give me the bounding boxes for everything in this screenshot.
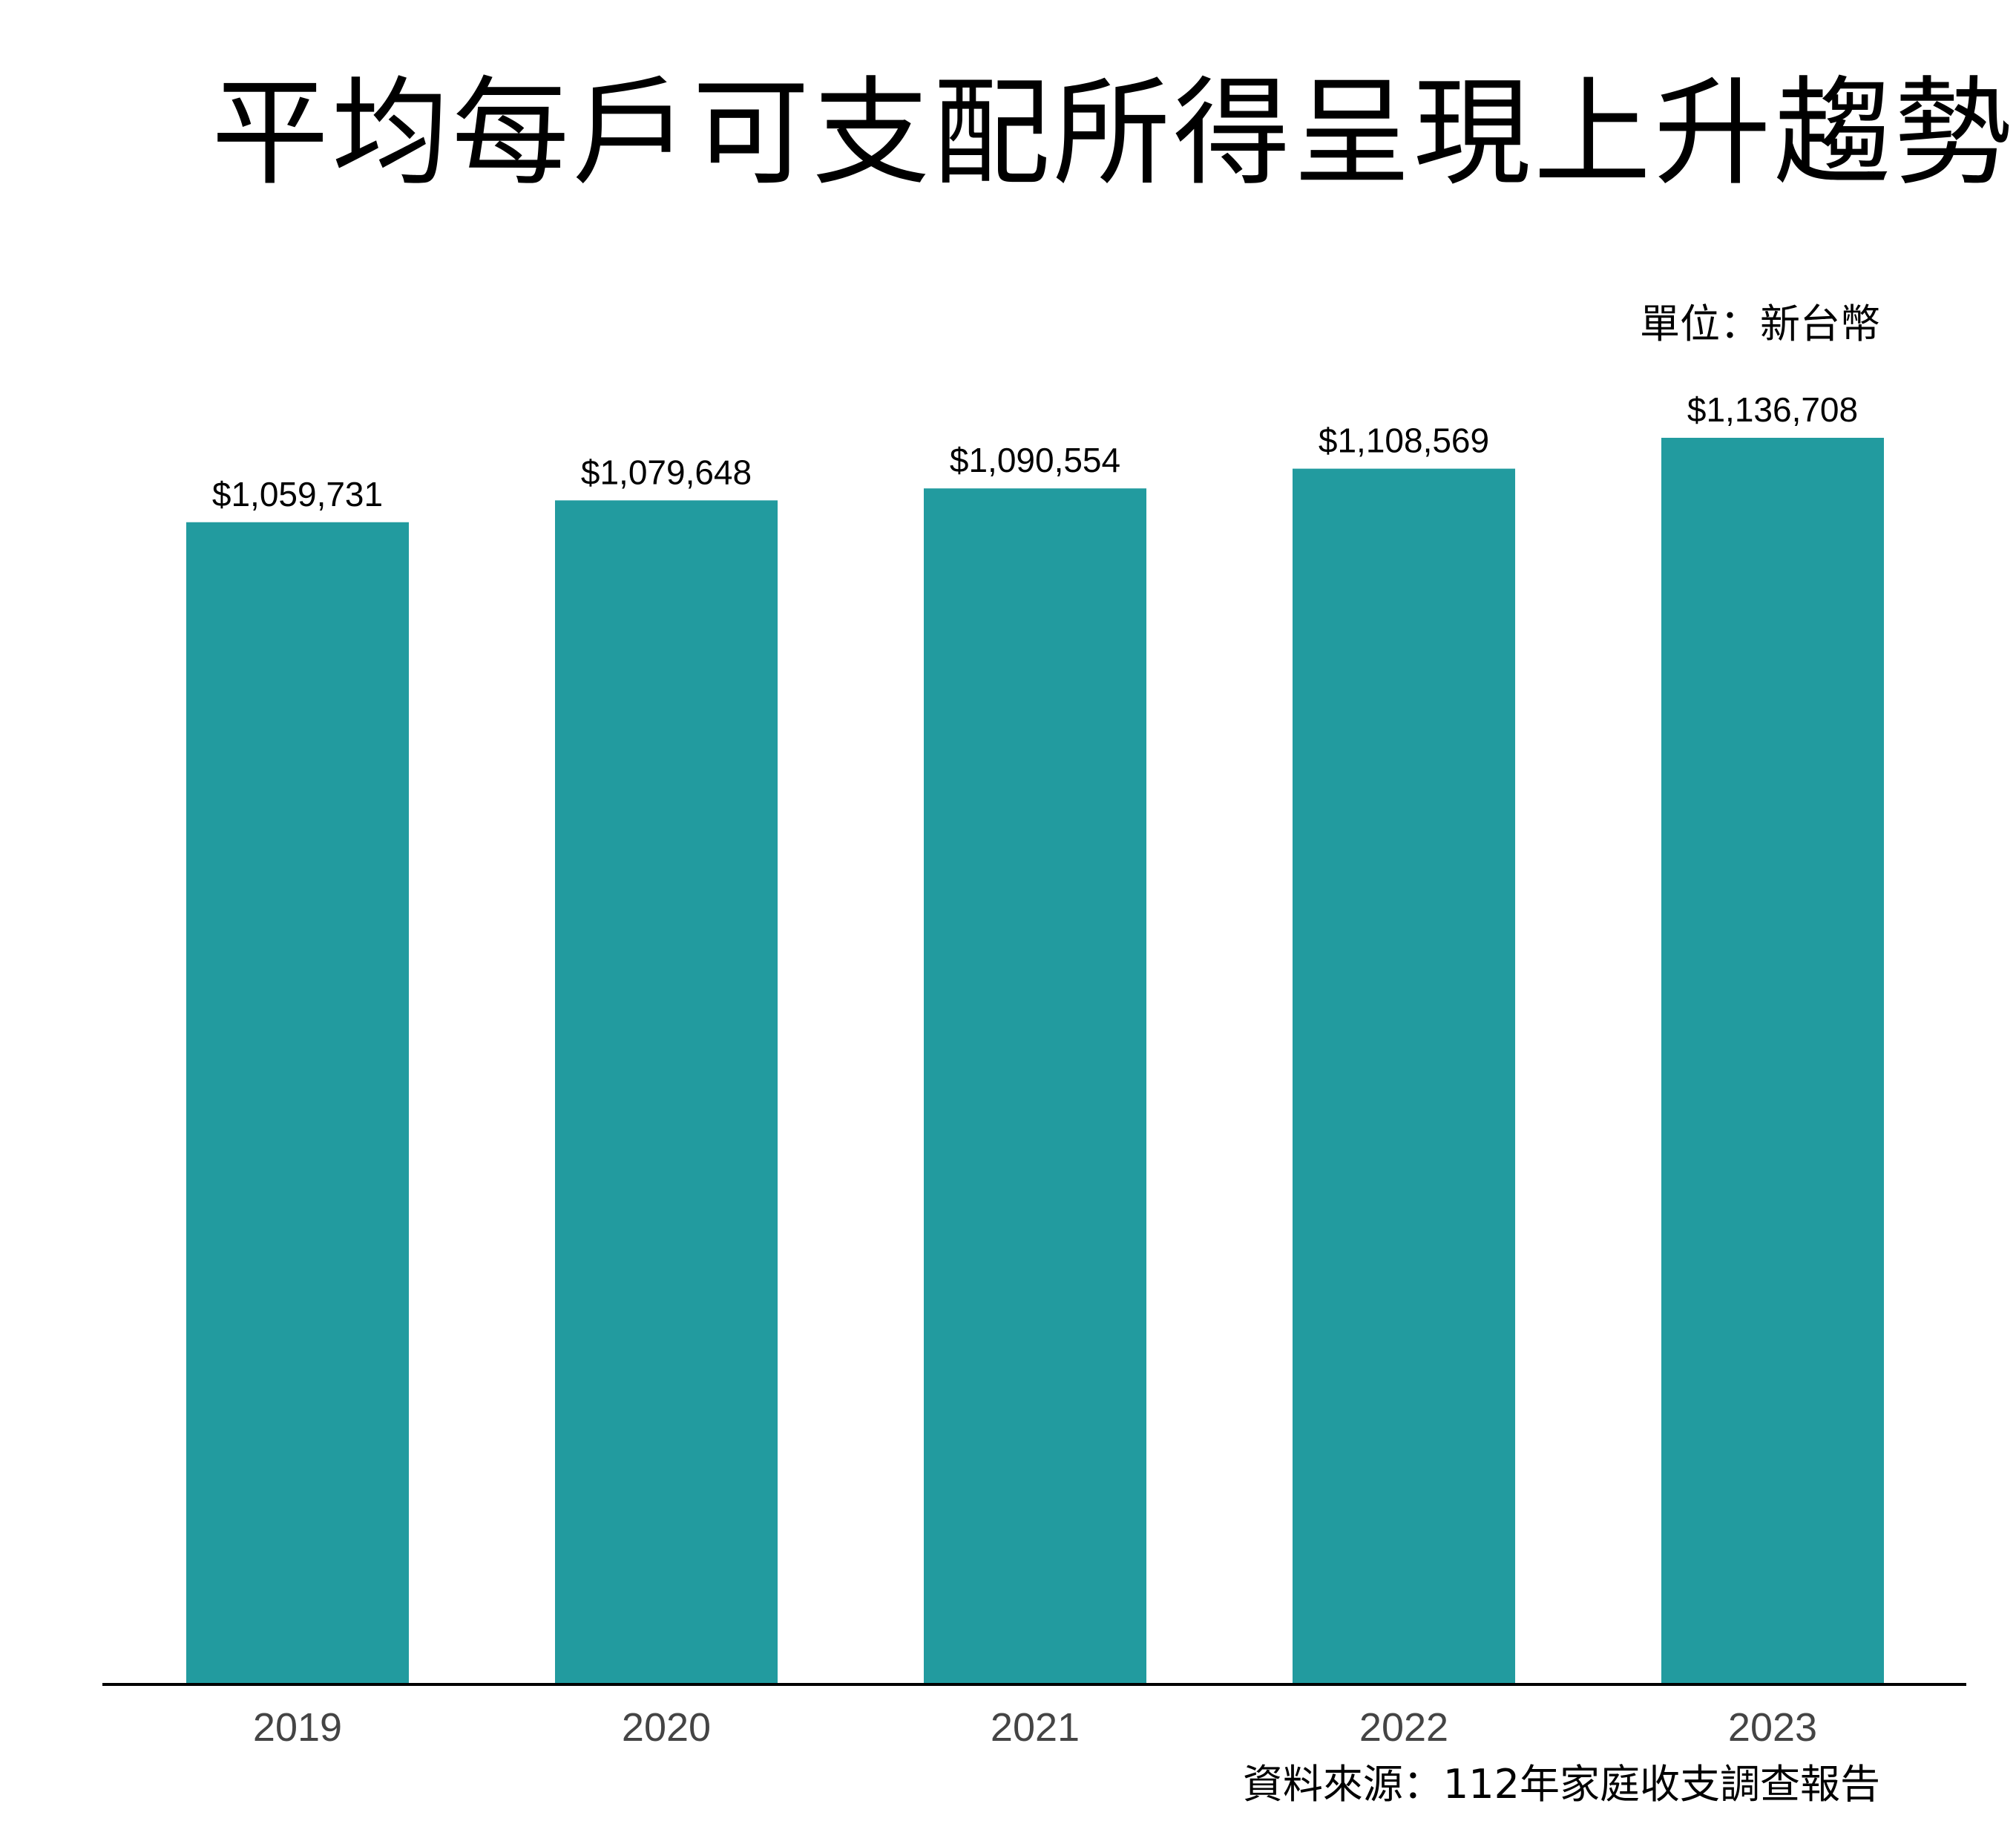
bar-2021 bbox=[924, 488, 1146, 1684]
value-labels-group: $1,059,731 $1,079,648 $1,090,554 $1,108,569… bbox=[212, 390, 1858, 513]
value-label-2023: $1,136,708 bbox=[1687, 390, 1858, 429]
chart-title: 平均每戶可支配所得呈現上升趨勢 bbox=[211, 65, 2015, 202]
x-tick-label-2020: 2020 bbox=[622, 1705, 711, 1750]
unit-note: 單位：新台幣 bbox=[1640, 301, 1880, 347]
x-tick-labels-group: 2019 2020 2021 2022 2023 bbox=[253, 1705, 1817, 1750]
bar-2020 bbox=[555, 500, 778, 1684]
value-label-2020: $1,079,648 bbox=[581, 453, 752, 491]
bars-group bbox=[186, 438, 1884, 1684]
bar-2019 bbox=[186, 522, 409, 1684]
x-tick-label-2019: 2019 bbox=[253, 1705, 342, 1750]
x-tick-label-2023: 2023 bbox=[1728, 1705, 1817, 1750]
value-label-2021: $1,090,554 bbox=[950, 441, 1120, 479]
value-label-2022: $1,108,569 bbox=[1319, 421, 1489, 460]
source-note: 資料來源：112年家庭收支調查報告 bbox=[1242, 1761, 1880, 1808]
x-tick-label-2022: 2022 bbox=[1359, 1705, 1448, 1750]
bar-2023 bbox=[1661, 438, 1884, 1684]
value-label-2019: $1,059,731 bbox=[212, 475, 383, 513]
bar-2022 bbox=[1293, 468, 1515, 1684]
x-tick-label-2021: 2021 bbox=[991, 1705, 1080, 1750]
